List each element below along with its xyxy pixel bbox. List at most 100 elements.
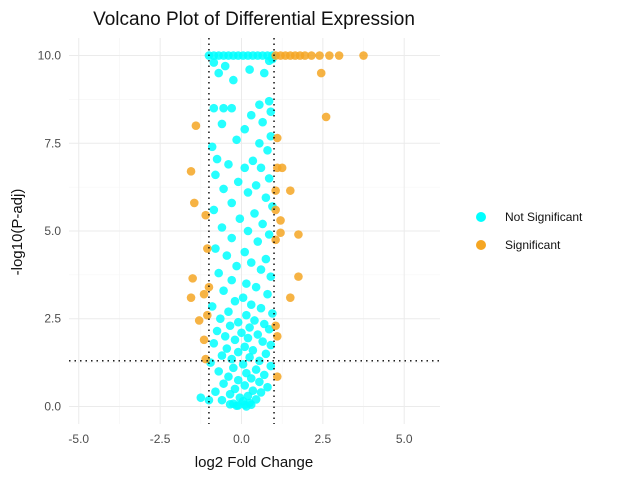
significant-point — [321, 112, 331, 122]
not-significant-point — [253, 330, 263, 339]
not-significant-point — [255, 356, 264, 366]
significant-point — [189, 198, 199, 208]
legend-label: Significant — [505, 238, 561, 252]
not-significant-point — [258, 337, 267, 346]
not-significant-point — [240, 342, 250, 352]
not-significant-point — [263, 145, 272, 155]
not-significant-point — [229, 363, 238, 373]
not-significant-point — [233, 177, 243, 187]
significant-point — [201, 354, 210, 364]
not-significant-point — [229, 75, 238, 85]
significant-point — [272, 331, 282, 341]
not-significant-point — [233, 317, 243, 327]
significant-point — [271, 235, 280, 245]
significant-point — [277, 163, 287, 173]
not-significant-point — [227, 198, 237, 208]
not-significant-point — [255, 100, 264, 109]
significant-point — [307, 51, 316, 60]
not-significant-point — [261, 254, 271, 264]
not-significant-point — [263, 289, 272, 299]
x-tick-label: 2.5 — [314, 432, 331, 446]
not-significant-point — [217, 395, 227, 405]
x-axis-ticks: -5.0 -2.5 0.0 2.5 5.0 — [68, 432, 412, 446]
not-significant-point — [256, 388, 266, 397]
significant-point — [199, 289, 209, 299]
not-significant-point — [264, 96, 274, 106]
not-significant-point — [209, 205, 219, 215]
significant-point — [271, 321, 280, 331]
y-tick-label: 0.0 — [44, 399, 61, 413]
y-tick-label: 2.5 — [44, 312, 61, 326]
not-significant-point — [240, 247, 250, 257]
significant-point — [294, 272, 303, 281]
legend: Not Significant Significant — [476, 210, 583, 252]
not-significant-point — [263, 382, 272, 392]
not-significant-point — [217, 119, 227, 129]
not-significant-point — [268, 309, 277, 318]
significant-point — [359, 51, 368, 60]
not-significant-point — [232, 135, 241, 145]
not-significant-point — [255, 138, 264, 148]
not-significant-point — [256, 265, 266, 274]
not-significant-point — [224, 372, 233, 381]
x-axis-title: log2 Fold Change — [195, 454, 313, 471]
threshold-lines — [69, 38, 440, 424]
not-significant-point — [214, 268, 224, 278]
not-significant-point — [230, 296, 240, 306]
not-significant-point — [233, 347, 243, 357]
legend-label: Not Significant — [505, 210, 583, 224]
not-significant-point — [259, 68, 269, 78]
x-tick-label: -2.5 — [150, 432, 171, 446]
not-significant-point — [251, 181, 261, 190]
not-significant-point — [225, 321, 235, 331]
not-significant-point — [248, 156, 258, 166]
y-axis-ticks: 0.0 2.5 5.0 7.5 10.0 — [38, 49, 62, 414]
significant-point — [188, 274, 197, 283]
y-tick-label: 10.0 — [38, 49, 62, 63]
not-significant-point — [212, 154, 222, 164]
not-significant-point — [235, 214, 245, 224]
significant-point — [315, 51, 324, 60]
significant-point — [191, 121, 201, 131]
not-significant-point — [251, 365, 261, 374]
significant-point — [271, 205, 280, 215]
significant-point — [334, 51, 344, 60]
not-significant-point — [211, 387, 220, 397]
significant-point — [186, 167, 196, 176]
not-significant-point — [264, 56, 274, 66]
not-significant-point — [230, 335, 240, 345]
not-significant-point — [246, 374, 256, 383]
x-tick-label: -5.0 — [68, 432, 89, 446]
not-significant-point — [243, 333, 253, 343]
not-significant-point — [222, 251, 232, 260]
not-significant-point — [246, 400, 256, 410]
not-significant-point — [266, 107, 276, 116]
not-significant-point — [255, 377, 264, 387]
not-significant-point — [227, 103, 237, 113]
not-significant-point — [219, 103, 228, 113]
not-significant-point — [258, 219, 267, 229]
significant-point — [276, 228, 285, 238]
not-significant-point — [214, 367, 224, 376]
not-significant-point — [266, 131, 276, 141]
x-tick-label: 0.0 — [233, 432, 250, 446]
not-significant-point — [240, 381, 250, 390]
not-significant-point — [227, 233, 237, 243]
not-significant-point — [246, 300, 256, 309]
not-significant-point — [227, 275, 237, 285]
significant-point — [285, 293, 295, 302]
significant-point — [294, 230, 303, 239]
legend-marker — [476, 212, 486, 222]
significant-point — [300, 51, 310, 60]
not-significant-point — [266, 340, 276, 350]
significant-point — [194, 316, 204, 325]
significant-point — [271, 186, 280, 195]
not-significant-point — [196, 393, 206, 402]
not-significant-point — [243, 188, 253, 197]
not-significant-point — [222, 344, 232, 353]
not-significant-point — [238, 360, 248, 369]
not-significant-point — [264, 174, 274, 183]
not-significant-point — [250, 209, 259, 218]
not-significant-point — [242, 279, 251, 288]
